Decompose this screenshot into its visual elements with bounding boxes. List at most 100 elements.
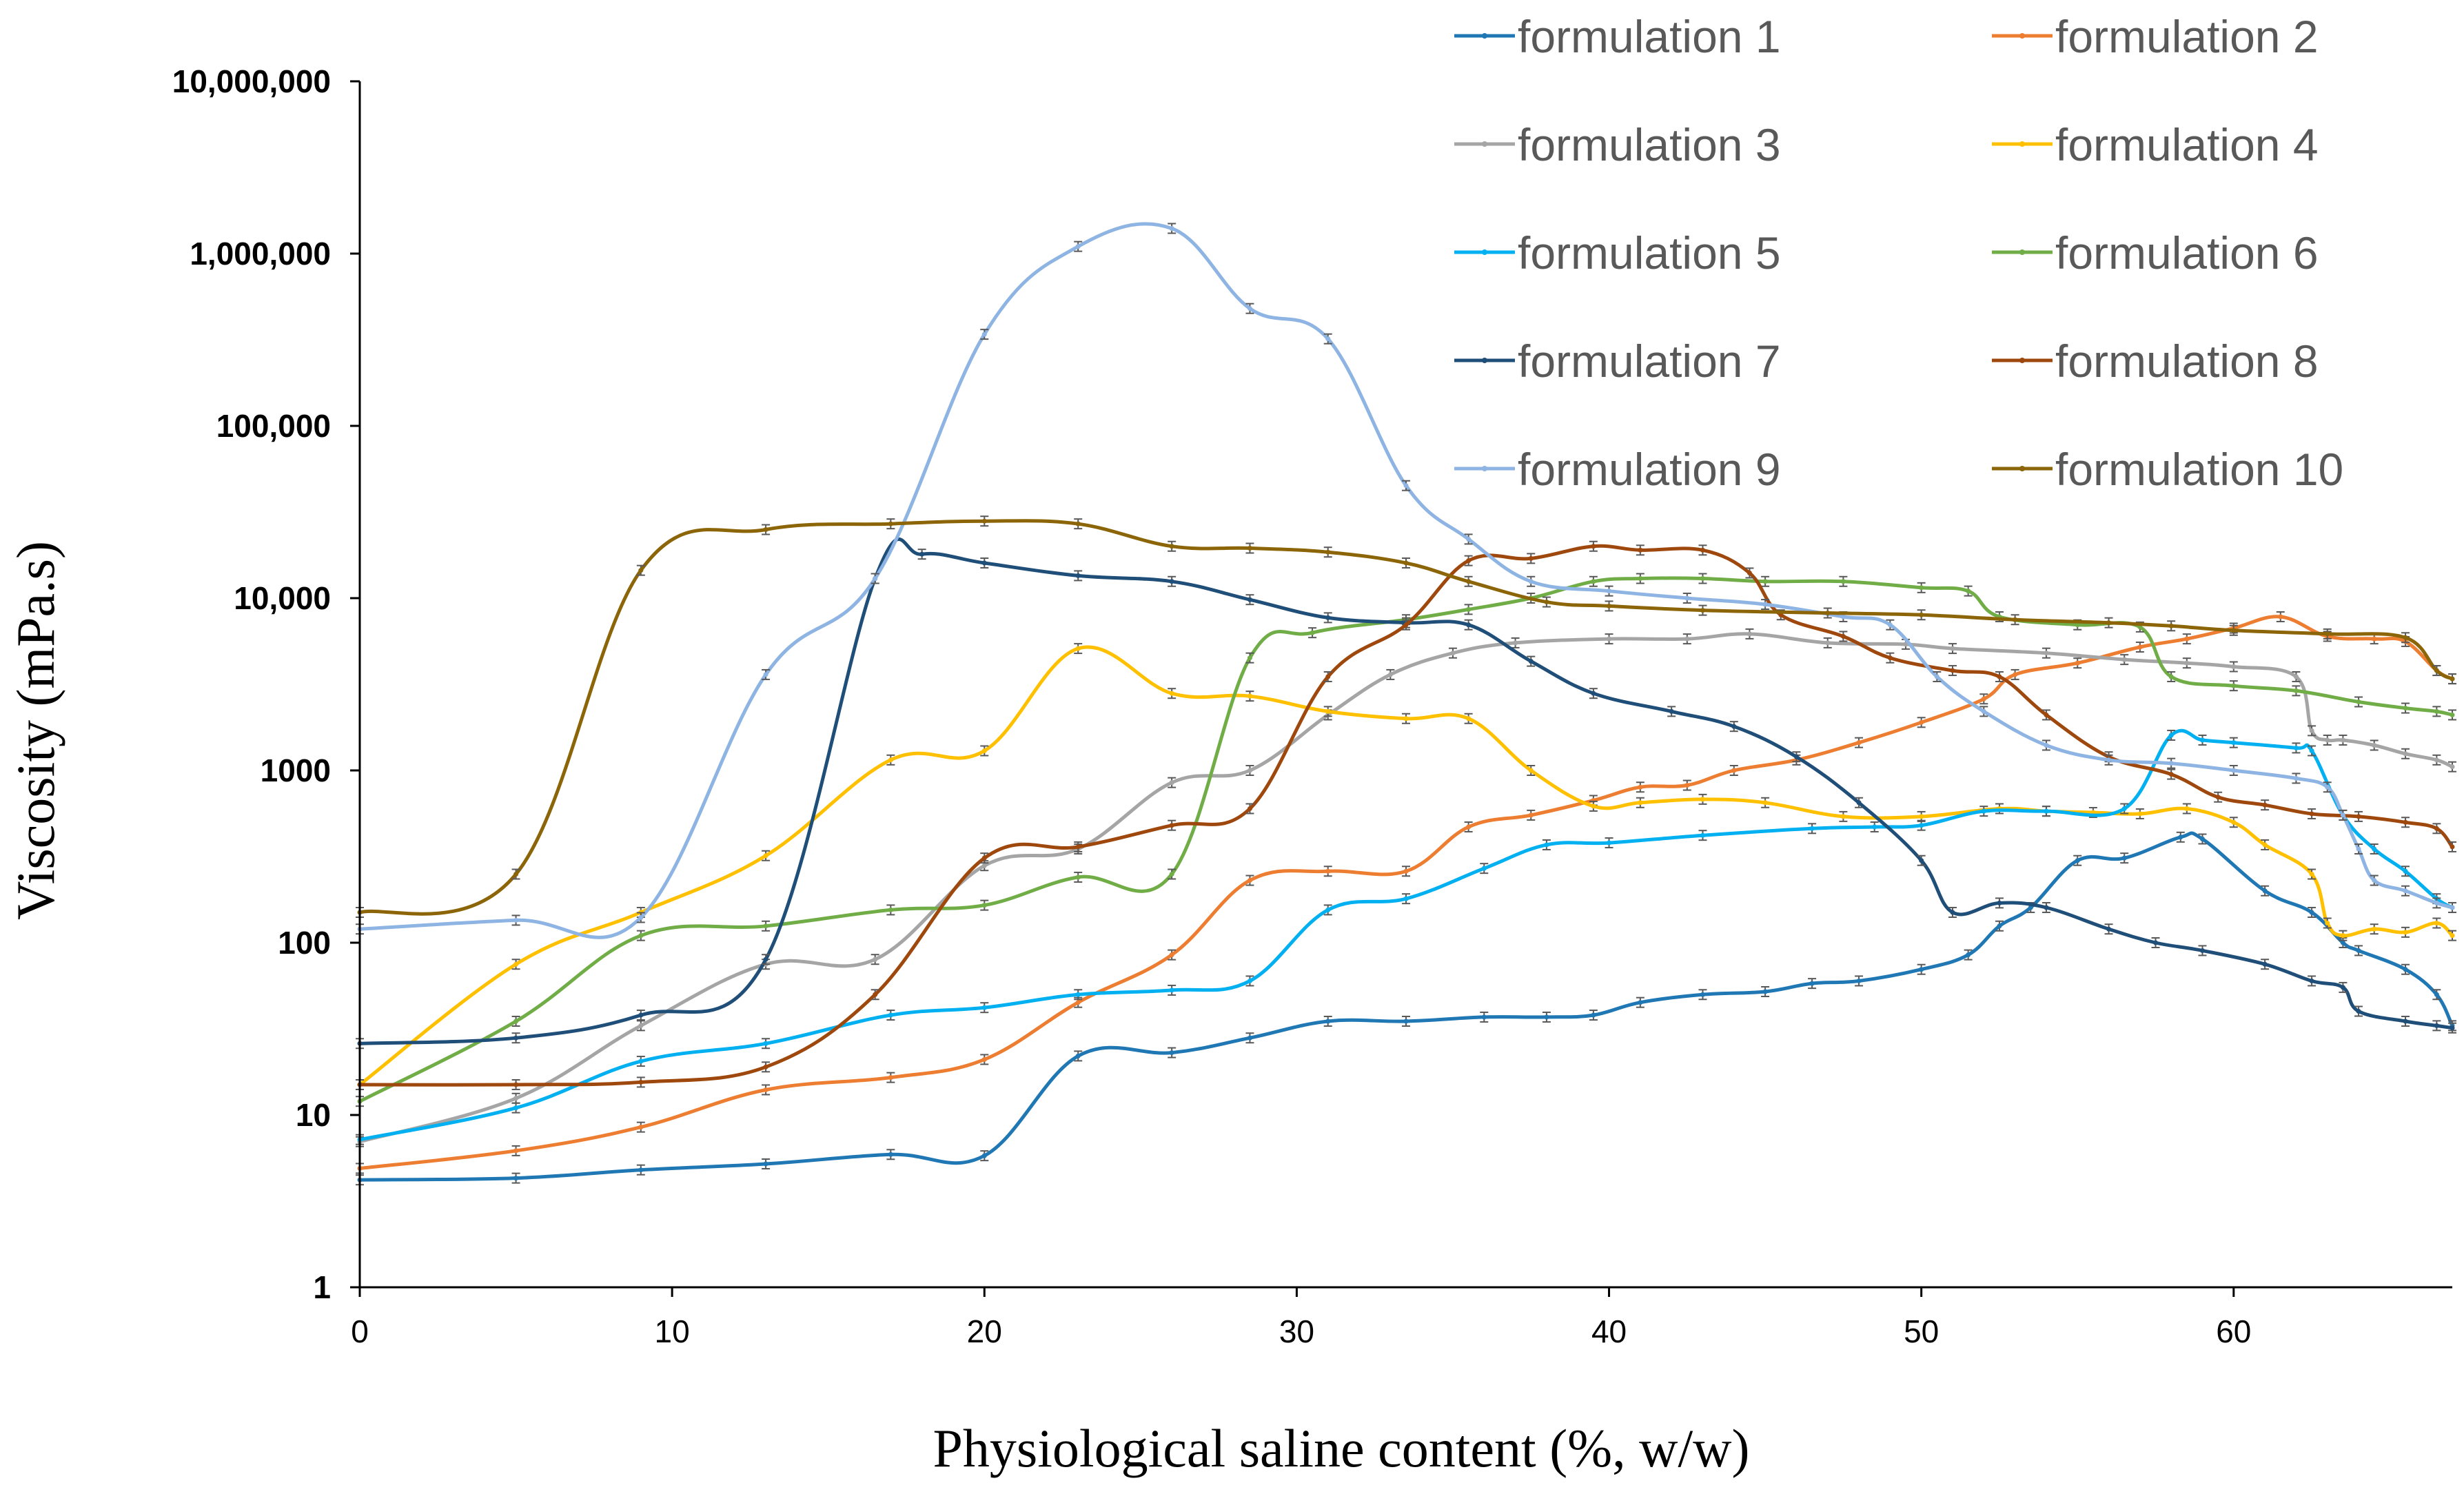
data-point bbox=[1966, 589, 1971, 594]
data-point bbox=[1403, 483, 1409, 489]
y-tick-label: 10,000 bbox=[234, 580, 331, 616]
data-point bbox=[2044, 905, 2049, 910]
data-point bbox=[1169, 780, 1174, 786]
axes: 110100100010,000100,0001,000,00010,000,0… bbox=[172, 63, 2452, 1349]
data-point bbox=[1403, 560, 1409, 566]
data-point bbox=[1607, 603, 1612, 608]
legend-item: formulation 9 bbox=[1454, 444, 1781, 495]
data-point bbox=[1403, 622, 1409, 628]
data-point bbox=[1684, 595, 1690, 601]
plot-area bbox=[356, 222, 2456, 1186]
x-tick-label: 20 bbox=[967, 1313, 1002, 1349]
series-line bbox=[358, 728, 2454, 1142]
data-point bbox=[2356, 699, 2361, 705]
y-tick-label: 1,000,000 bbox=[190, 236, 331, 272]
data-point bbox=[1544, 600, 1549, 605]
legend-marker bbox=[1482, 466, 1487, 471]
data-point bbox=[1247, 806, 1252, 811]
data-point bbox=[1997, 674, 2002, 679]
legend-marker bbox=[2019, 141, 2025, 147]
data-point bbox=[1075, 1053, 1081, 1058]
data-point bbox=[1607, 840, 1612, 846]
data-point bbox=[2121, 855, 2127, 861]
y-tick-label: 10 bbox=[296, 1097, 331, 1133]
legend-marker bbox=[2019, 33, 2025, 39]
data-point bbox=[1872, 824, 1877, 830]
legend-label: formulation 5 bbox=[1518, 227, 1781, 278]
data-point bbox=[2137, 644, 2143, 650]
data-point bbox=[513, 1096, 519, 1101]
data-point bbox=[1638, 1000, 1643, 1005]
data-point bbox=[2434, 992, 2439, 997]
data-point bbox=[1247, 655, 1252, 661]
series-line bbox=[358, 831, 2454, 1182]
data-point bbox=[513, 1019, 519, 1024]
data-point bbox=[638, 1012, 644, 1018]
series-5 bbox=[356, 728, 2456, 1145]
y-tick-label: 100,000 bbox=[216, 408, 331, 444]
series-line bbox=[358, 645, 2454, 1087]
data-point bbox=[513, 1082, 519, 1087]
data-point bbox=[888, 757, 893, 763]
data-point bbox=[2168, 772, 2174, 777]
data-point bbox=[1075, 244, 1081, 249]
data-point bbox=[638, 1023, 644, 1028]
legend-marker bbox=[1482, 141, 1487, 147]
data-point bbox=[638, 568, 644, 573]
data-point bbox=[1247, 597, 1252, 602]
series-line bbox=[358, 544, 2454, 1087]
data-point bbox=[1747, 631, 1752, 637]
data-point bbox=[2403, 967, 2408, 972]
data-point bbox=[981, 1056, 987, 1062]
data-point bbox=[1887, 622, 1893, 628]
y-tick-label: 100 bbox=[278, 925, 331, 961]
data-point bbox=[1247, 693, 1252, 699]
legend-item: formulation 2 bbox=[1992, 11, 2319, 62]
data-point bbox=[1950, 910, 1955, 915]
data-point bbox=[1325, 1019, 1331, 1024]
data-point bbox=[763, 672, 768, 677]
data-point bbox=[2044, 808, 2049, 814]
series-line bbox=[358, 222, 2454, 939]
data-point bbox=[2293, 745, 2299, 750]
data-point bbox=[2434, 826, 2439, 831]
data-point bbox=[1169, 1050, 1174, 1056]
data-point bbox=[2372, 878, 2377, 883]
data-point bbox=[2184, 636, 2190, 642]
legend-label: formulation 4 bbox=[2055, 119, 2319, 170]
series-3 bbox=[356, 628, 2456, 1147]
data-point bbox=[638, 1167, 644, 1173]
data-point bbox=[1247, 978, 1252, 983]
data-point bbox=[1169, 872, 1174, 877]
data-point bbox=[2434, 900, 2439, 905]
data-point bbox=[2231, 683, 2237, 688]
data-point bbox=[873, 576, 878, 582]
data-point bbox=[763, 527, 768, 533]
data-point bbox=[1325, 868, 1331, 874]
data-point bbox=[763, 956, 768, 962]
data-point bbox=[513, 1148, 519, 1154]
data-point bbox=[638, 1125, 644, 1130]
data-point bbox=[2403, 868, 2408, 874]
legend-marker bbox=[2019, 249, 2025, 255]
data-point bbox=[2231, 819, 2237, 825]
data-point bbox=[2199, 948, 2205, 953]
data-point bbox=[2044, 712, 2049, 717]
data-point bbox=[1919, 612, 1924, 617]
data-point bbox=[1762, 579, 1768, 584]
data-point bbox=[1591, 690, 1596, 696]
data-point bbox=[513, 917, 519, 923]
data-point bbox=[2106, 926, 2112, 932]
data-point bbox=[1638, 576, 1643, 582]
data-point bbox=[1247, 306, 1252, 311]
data-point bbox=[2403, 819, 2408, 825]
data-point bbox=[1310, 630, 1315, 635]
data-point bbox=[1169, 988, 1174, 993]
data-point bbox=[1700, 992, 1705, 997]
data-point bbox=[1075, 992, 1081, 997]
data-point bbox=[1387, 672, 1393, 677]
data-point bbox=[1247, 768, 1252, 773]
data-point bbox=[873, 956, 878, 962]
data-point bbox=[1919, 719, 1924, 725]
data-point bbox=[2168, 623, 2174, 628]
